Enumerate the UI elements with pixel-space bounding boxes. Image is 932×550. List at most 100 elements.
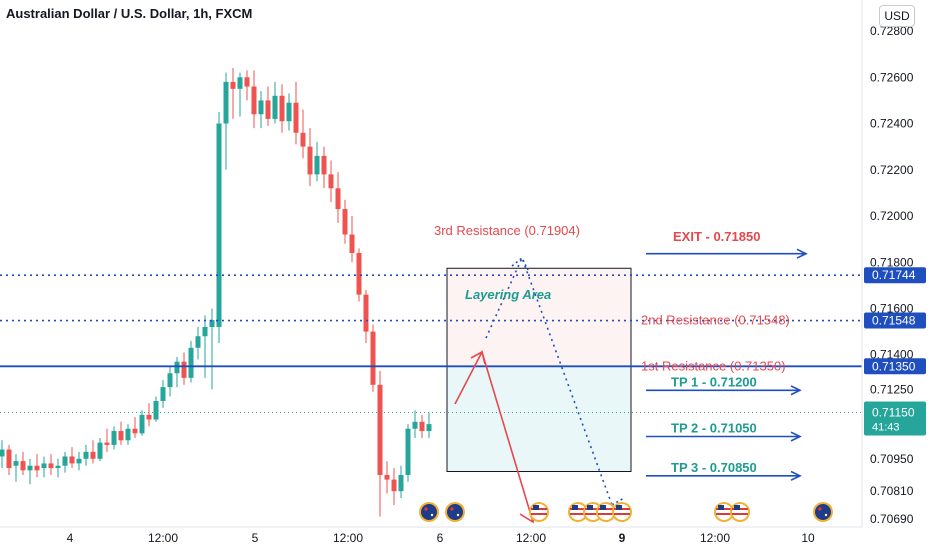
- target-zone-box: [447, 366, 631, 472]
- level-price-label: 0.71350: [872, 359, 916, 373]
- candle-body: [426, 424, 432, 432]
- time-axis[interactable]: 4 12:00 5 12:00 6 12:00 9 12:00 10: [0, 526, 862, 545]
- zone-border: [446, 267, 632, 473]
- us-flag-icon[interactable]: [612, 502, 632, 522]
- time-tick-label: 12:00: [516, 531, 546, 545]
- level-price-label: 0.71744: [872, 268, 916, 282]
- third-resistance-label[interactable]: 3rd Resistance (0.71904): [434, 223, 580, 238]
- tp3-arrow[interactable]: [646, 470, 802, 481]
- projection-path-blue-dotted[interactable]: [485, 255, 625, 506]
- price-tick-label: 0.70950: [870, 452, 914, 466]
- candle-body: [41, 463, 47, 469]
- tp1-label[interactable]: TP 1 - 0.71200: [671, 374, 757, 389]
- candle-body: [216, 123, 222, 327]
- tp1-arrow[interactable]: [646, 385, 802, 396]
- price-tick-label: 0.71800: [870, 255, 914, 269]
- candle-body: [300, 132, 306, 147]
- currency-button[interactable]: USD: [879, 5, 915, 27]
- candle-body: [146, 414, 152, 420]
- chart-title: Australian Dollar / U.S. Dollar, 1h, FXC…: [6, 6, 253, 21]
- economic-events: [419, 502, 833, 522]
- price-tick-label: 0.72800: [870, 24, 914, 38]
- candle-body: [335, 188, 341, 210]
- candle-body: [405, 428, 411, 475]
- us-flag-icon[interactable]: [730, 502, 750, 522]
- price-tick-label: 0.70690: [870, 512, 914, 526]
- candle-body: [377, 384, 383, 475]
- tp2-arrow[interactable]: [646, 431, 802, 442]
- second-resistance-label[interactable]: 2nd Resistance (0.71548): [641, 313, 790, 328]
- candle-body: [0, 449, 5, 457]
- us-flag-icon[interactable]: [529, 502, 549, 522]
- candle-body: [111, 431, 117, 445]
- us-flag-icon[interactable]: [568, 502, 588, 522]
- price-tick-label: 0.72400: [870, 117, 914, 131]
- candle-body: [188, 347, 194, 378]
- candle-body: [342, 209, 348, 235]
- candle-body: [293, 102, 299, 133]
- price-tick-label: 0.72200: [870, 163, 914, 177]
- candle-body: [209, 320, 215, 327]
- australia-flag-icon[interactable]: [445, 502, 465, 522]
- candle-countdown: 41:43: [872, 422, 900, 434]
- level-price-tag[interactable]: [864, 312, 926, 329]
- candle-body: [104, 442, 110, 445]
- candle-body: [174, 361, 180, 374]
- candle-body: [160, 387, 166, 401]
- us-flag-icon[interactable]: [714, 502, 734, 522]
- price-tick-label: 0.71250: [870, 382, 914, 396]
- candle-body: [419, 421, 425, 432]
- candle-body: [363, 294, 369, 332]
- tp2-label[interactable]: TP 2 - 0.71050: [671, 421, 757, 436]
- price-tick-label: 0.72600: [870, 70, 914, 84]
- candlestick-series: [0, 68, 432, 517]
- price-levels: [0, 274, 862, 414]
- first-resistance-label[interactable]: 1st Resistance (0.71350): [641, 358, 786, 373]
- tp3-label[interactable]: TP 3 - 0.70850: [671, 460, 757, 475]
- candle-body: [90, 451, 96, 459]
- candle-body: [328, 174, 334, 189]
- candle-body: [258, 100, 264, 115]
- candle-body: [83, 451, 89, 459]
- candle-body: [272, 95, 278, 119]
- candle-body: [391, 479, 397, 492]
- level-price-tag[interactable]: [864, 267, 926, 284]
- candle-body: [20, 461, 26, 471]
- us-flag-icon[interactable]: [596, 502, 616, 522]
- current-price-tag[interactable]: [864, 401, 926, 436]
- candle-body: [6, 449, 12, 469]
- candle-body: [230, 81, 236, 89]
- layering-area-label[interactable]: Layering Area: [465, 287, 551, 302]
- candle-body: [202, 326, 208, 337]
- candle-body: [125, 428, 131, 441]
- time-tick-label: 10: [801, 531, 815, 545]
- current-price-label: 0.71150: [872, 406, 915, 420]
- candle-body: [286, 102, 292, 122]
- candle-body: [223, 81, 229, 124]
- drawings: [454, 248, 808, 524]
- candle-body: [356, 253, 362, 295]
- level-price-tag[interactable]: [864, 358, 926, 375]
- price-axis[interactable]: 0.70690 0.70810 0.70950 0.71250 0.71400 0.716…: [861, 0, 926, 527]
- level-price-label: 0.71548: [872, 314, 916, 328]
- candle-body: [48, 463, 54, 469]
- candle-body: [153, 400, 159, 420]
- candle-body: [76, 458, 82, 464]
- candle-body: [237, 77, 243, 89]
- candle-body: [244, 77, 250, 87]
- exit-arrow[interactable]: [646, 248, 808, 259]
- price-tick-label: 0.70810: [870, 484, 914, 498]
- candle-body: [69, 456, 75, 464]
- annotations: 3rd Resistance (0.71904) 2nd Resistance (…: [434, 223, 790, 475]
- candle-body: [398, 474, 404, 492]
- australia-flag-icon[interactable]: [813, 502, 833, 522]
- exit-label[interactable]: EXIT - 0.71850: [673, 229, 760, 244]
- price-tick-label: 0.71400: [870, 348, 914, 362]
- candle-body: [265, 100, 271, 119]
- australia-flag-icon[interactable]: [419, 502, 439, 522]
- price-tick-label: 0.71600: [870, 301, 914, 315]
- candle-body: [34, 465, 40, 471]
- candle-body: [139, 414, 145, 434]
- time-tick-label: 6: [437, 531, 444, 545]
